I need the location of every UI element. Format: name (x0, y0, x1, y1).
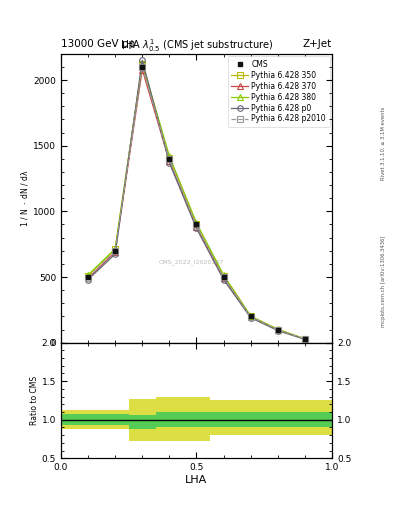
Pythia 6.428 350 (86, 272, 90, 279)
Bar (210, 400, 237, 435)
Pythia 6.428 p0 (221, 276, 226, 283)
Pythia 6.428 370 (167, 158, 172, 164)
Pythia 6.428 p0 (248, 315, 253, 321)
Y-axis label: Ratio to CMS: Ratio to CMS (30, 376, 39, 425)
CMS (248, 313, 253, 319)
CMS (140, 64, 145, 70)
Pythia 6.428 370 (303, 336, 307, 342)
CMS (275, 327, 280, 333)
Line: Pythia 6.428 380: Pythia 6.428 380 (85, 60, 308, 342)
Pythia 6.428 370 (248, 314, 253, 320)
Pythia 6.428 p2010 (86, 274, 90, 281)
Pythia 6.428 380 (303, 336, 307, 342)
Bar (237, 412, 264, 428)
Pythia 6.428 370 (86, 275, 90, 282)
CMS (167, 156, 172, 162)
Pythia 6.428 p0 (303, 336, 307, 343)
Pythia 6.428 350 (275, 327, 280, 333)
Pythia 6.428 380 (194, 220, 199, 226)
CMS (86, 274, 90, 280)
Pythia 6.428 p2010 (275, 327, 280, 333)
Line: CMS: CMS (86, 65, 307, 341)
CMS (113, 248, 118, 254)
Pythia 6.428 380 (167, 153, 172, 159)
Bar (318, 400, 332, 435)
Bar (210, 412, 237, 428)
Bar (61, 411, 75, 429)
Text: Rivet 3.1.10, ≥ 3.1M events: Rivet 3.1.10, ≥ 3.1M events (381, 106, 386, 180)
Pythia 6.428 p0 (275, 328, 280, 334)
Pythia 6.428 370 (113, 249, 118, 255)
Pythia 6.428 370 (275, 327, 280, 333)
Pythia 6.428 p2010 (113, 248, 118, 254)
Text: CMS_2022_I2020187: CMS_2022_I2020187 (158, 259, 224, 265)
Bar (237, 400, 264, 435)
Bar (264, 400, 292, 435)
Pythia 6.428 350 (303, 336, 307, 342)
Bar (156, 397, 183, 440)
Bar (101, 411, 129, 429)
Line: Pythia 6.428 p0: Pythia 6.428 p0 (85, 57, 308, 342)
Line: Pythia 6.428 370: Pythia 6.428 370 (85, 67, 308, 342)
Pythia 6.428 350 (221, 272, 226, 279)
Bar (183, 397, 210, 440)
Text: mcplots.cern.ch [arXiv:1306.3436]: mcplots.cern.ch [arXiv:1306.3436] (381, 236, 386, 327)
CMS (194, 221, 199, 227)
Y-axis label: $\mathrm{1\ /\ N\ \cdot\ dN\ /\ d\lambda}$: $\mathrm{1\ /\ N\ \cdot\ dN\ /\ d\lambda… (19, 169, 30, 227)
Pythia 6.428 p2010 (140, 64, 145, 70)
Bar (129, 399, 156, 440)
Pythia 6.428 370 (221, 275, 226, 282)
Pythia 6.428 350 (140, 61, 145, 68)
Bar (292, 412, 318, 428)
Pythia 6.428 p2010 (248, 313, 253, 319)
Pythia 6.428 380 (275, 326, 280, 332)
Bar (129, 415, 156, 429)
Pythia 6.428 380 (113, 246, 118, 252)
Bar (318, 412, 332, 428)
Pythia 6.428 370 (140, 67, 145, 73)
Pythia 6.428 p2010 (167, 156, 172, 162)
X-axis label: LHA: LHA (185, 475, 208, 485)
Title: LHA $\lambda^{1}_{0.5}$ (CMS jet substructure): LHA $\lambda^{1}_{0.5}$ (CMS jet substru… (120, 37, 273, 54)
Pythia 6.428 p0 (113, 251, 118, 257)
Pythia 6.428 380 (248, 313, 253, 319)
Pythia 6.428 380 (86, 272, 90, 278)
Pythia 6.428 350 (248, 313, 253, 319)
Bar (101, 414, 129, 425)
Pythia 6.428 370 (194, 224, 199, 230)
Bar (264, 412, 292, 428)
Bar (156, 412, 183, 428)
Pythia 6.428 350 (113, 246, 118, 252)
Pythia 6.428 350 (194, 221, 199, 227)
Legend: CMS, Pythia 6.428 350, Pythia 6.428 370, Pythia 6.428 380, Pythia 6.428 p0, Pyth: CMS, Pythia 6.428 350, Pythia 6.428 370,… (228, 56, 330, 127)
Text: Z+Jet: Z+Jet (303, 38, 332, 49)
Line: Pythia 6.428 p2010: Pythia 6.428 p2010 (85, 64, 308, 342)
Bar (292, 400, 318, 435)
Bar (75, 414, 101, 425)
Pythia 6.428 350 (167, 155, 172, 161)
Pythia 6.428 p0 (194, 225, 199, 231)
Bar (183, 412, 210, 428)
Line: Pythia 6.428 350: Pythia 6.428 350 (85, 61, 308, 342)
Text: 13000 GeV pp: 13000 GeV pp (61, 38, 135, 49)
Pythia 6.428 380 (221, 272, 226, 278)
CMS (221, 274, 226, 280)
Pythia 6.428 p2010 (194, 223, 199, 229)
Pythia 6.428 p2010 (221, 274, 226, 281)
Pythia 6.428 p0 (140, 57, 145, 63)
CMS (303, 336, 307, 342)
Bar (61, 414, 75, 425)
Pythia 6.428 p0 (167, 160, 172, 166)
Bar (75, 411, 101, 429)
Pythia 6.428 p2010 (303, 336, 307, 342)
Pythia 6.428 p0 (86, 276, 90, 283)
Pythia 6.428 380 (140, 60, 145, 66)
